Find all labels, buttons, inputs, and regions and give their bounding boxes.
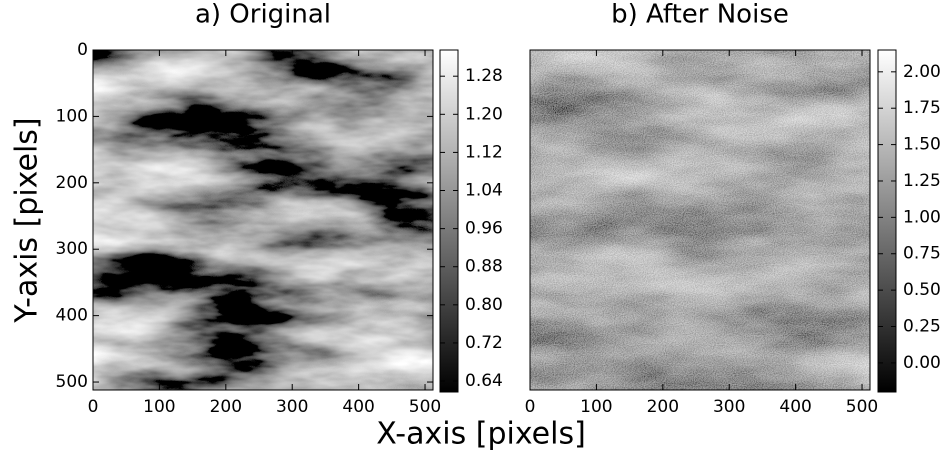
x-tick-label: 0 (88, 397, 99, 417)
x-tick-label: 200 (647, 397, 679, 417)
y-tick-label: 200 (56, 173, 88, 193)
colorbar (439, 49, 459, 393)
colorbar-tick-label: 0.88 (465, 257, 503, 277)
colorbar (877, 49, 897, 393)
x-tick-label: 400 (342, 397, 374, 417)
colorbar-tick-label: 0.00 (903, 353, 941, 373)
y-tick-label: 500 (56, 372, 88, 392)
colorbar-tick-label: 1.75 (903, 98, 941, 118)
colorbar-tick-label: 0.72 (465, 333, 503, 353)
colorbar-tick-label: 1.04 (465, 181, 503, 201)
image (93, 50, 433, 390)
colorbar-tick-label: 1.50 (903, 135, 941, 155)
x-tick-label: 0 (525, 397, 536, 417)
x-tick-label: 300 (713, 397, 745, 417)
colorbar-tick-label: 1.28 (465, 66, 503, 86)
colorbar-tick-label: 0.75 (903, 244, 941, 264)
x-tick-label: 100 (580, 397, 612, 417)
x-tick-label: 100 (143, 397, 175, 417)
colorbar-tick-label: 0.64 (465, 371, 503, 391)
y-tick-label: 0 (77, 40, 88, 60)
colorbar-tick-label: 2.00 (903, 62, 941, 82)
colorbar-tick-label: 1.25 (903, 171, 941, 191)
colorbar-tick-label: 1.00 (903, 207, 941, 227)
x-tick-label: 400 (779, 397, 811, 417)
y-axis-label: Y-axis [pixels] (10, 117, 45, 323)
x-axis-label: X-axis [pixels] (376, 417, 586, 452)
image (530, 50, 870, 390)
x-tick-label: 200 (210, 397, 242, 417)
panel-title: b) After Noise (611, 0, 789, 30)
x-tick-label: 300 (276, 397, 308, 417)
y-tick-label: 100 (56, 106, 88, 126)
y-tick-label: 400 (56, 306, 88, 326)
plot-frame (92, 49, 434, 391)
x-tick-label: 500 (846, 397, 878, 417)
colorbar-tick-label: 0.96 (465, 219, 503, 239)
y-tick-label: 300 (56, 239, 88, 259)
colorbar-tick-label: 0.25 (903, 317, 941, 337)
colorbar-tick-label: 1.20 (465, 104, 503, 124)
x-tick-label: 500 (409, 397, 441, 417)
colorbar-tick-label: 0.80 (465, 295, 503, 315)
colorbar-tick-label: 1.12 (465, 142, 503, 162)
colorbar-tick-label: 0.50 (903, 280, 941, 300)
plot-frame (529, 49, 871, 391)
panel-title: a) Original (195, 0, 331, 30)
